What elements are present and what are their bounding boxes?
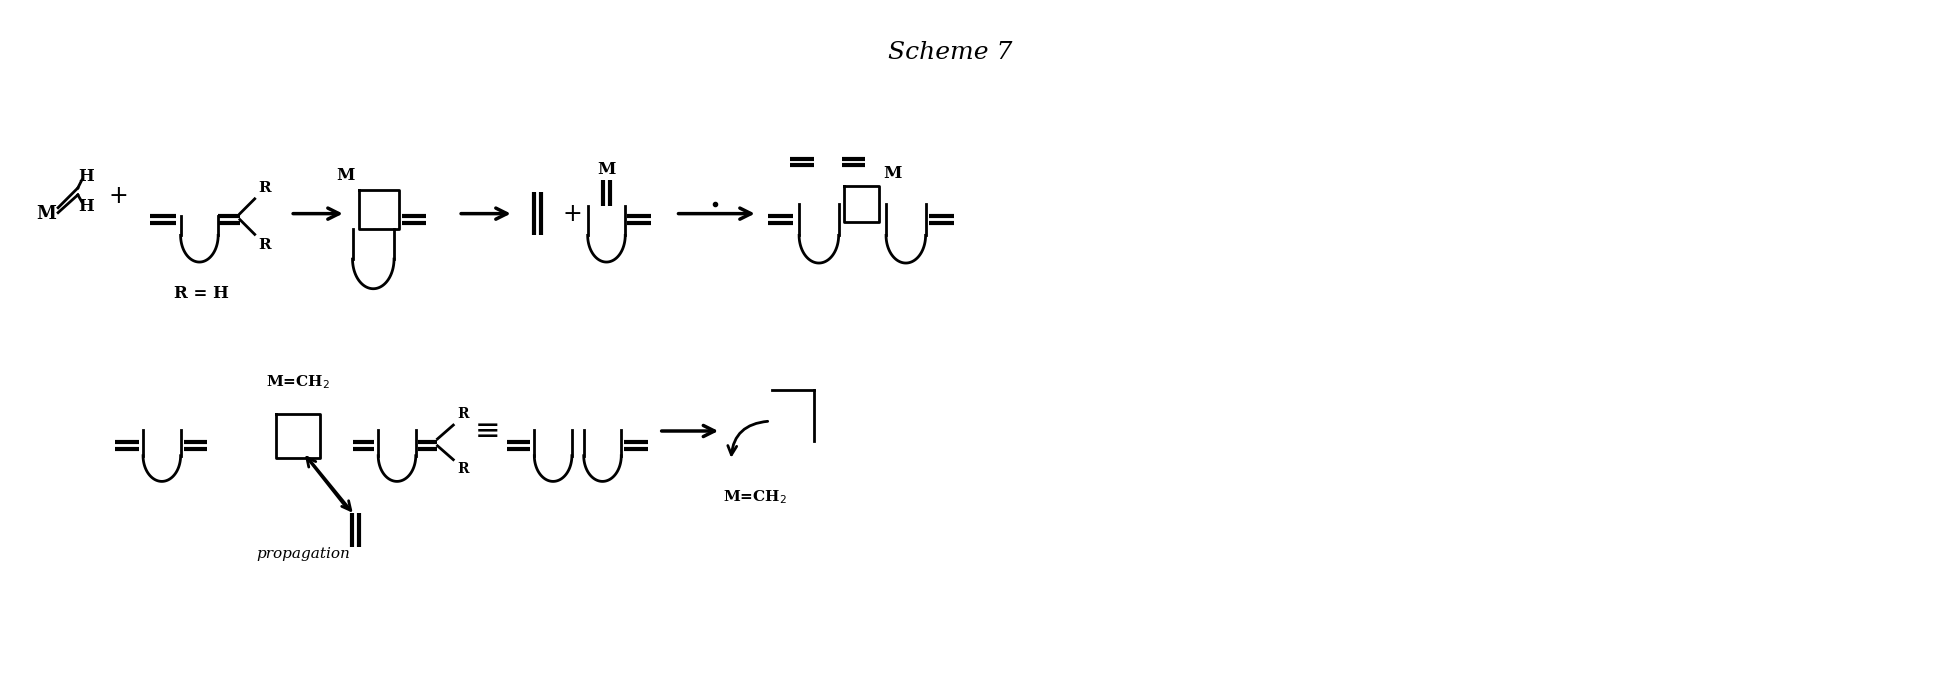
Text: M: M xyxy=(335,167,355,184)
Text: +: + xyxy=(109,184,129,208)
Text: M: M xyxy=(596,161,616,178)
Text: +: + xyxy=(563,201,582,226)
Text: R = H: R = H xyxy=(173,285,228,302)
Text: Scheme 7: Scheme 7 xyxy=(888,40,1011,63)
Text: R: R xyxy=(259,181,271,195)
Text: M: M xyxy=(37,205,56,222)
Text: R: R xyxy=(259,238,271,252)
Text: M: M xyxy=(882,165,902,182)
Text: M=CH$_2$: M=CH$_2$ xyxy=(723,489,787,506)
Text: H: H xyxy=(78,198,94,215)
Text: R: R xyxy=(458,407,469,421)
Text: H: H xyxy=(78,167,94,185)
Text: ≡: ≡ xyxy=(475,417,501,445)
Text: propagation: propagation xyxy=(255,546,351,560)
Text: M=CH$_2$: M=CH$_2$ xyxy=(267,374,329,392)
Text: R: R xyxy=(458,461,469,475)
